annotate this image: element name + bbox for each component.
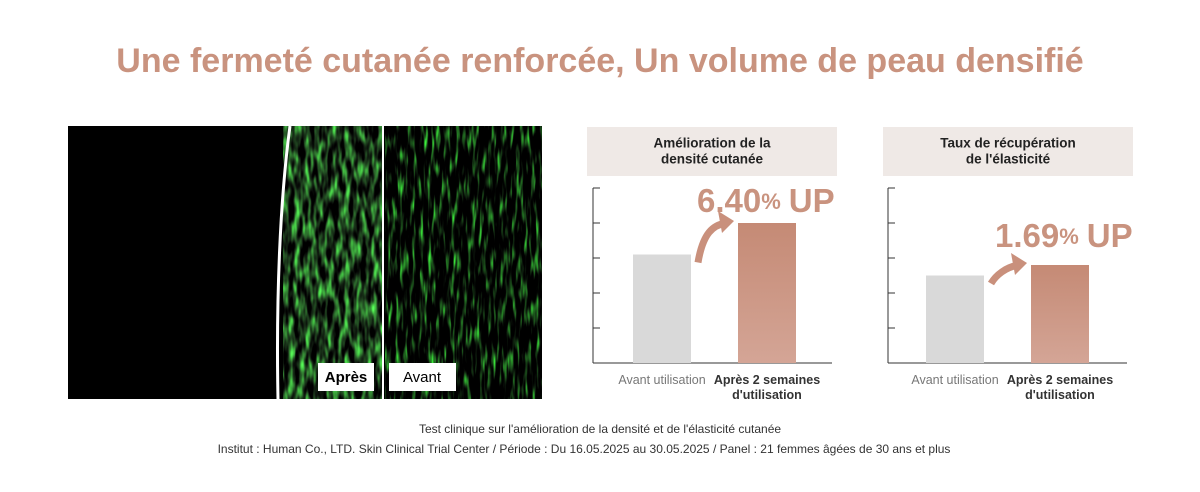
bar xyxy=(738,223,796,363)
annotation-unit: % xyxy=(761,189,781,214)
footnote: Test clinique sur l'amélioration de la d… xyxy=(419,422,781,436)
page-title: Une fermeté cutanée renforcée, Un volume… xyxy=(116,42,1083,80)
category-label: Avant utilisation xyxy=(911,373,999,387)
annotation: 1.69% UP xyxy=(995,217,1133,254)
scan-image: Après Avant xyxy=(68,125,542,400)
panel-header xyxy=(587,127,837,176)
panel-header xyxy=(883,127,1133,176)
bar xyxy=(633,254,691,363)
annotation-value: 6.40 xyxy=(697,182,761,219)
annotation-unit: % xyxy=(1059,224,1079,249)
image-label: Après xyxy=(325,369,368,386)
annotation-value: 1.69 xyxy=(995,217,1059,254)
annotation-suffix: UP xyxy=(1087,217,1133,254)
arrow-head xyxy=(1011,253,1027,275)
chart-title: densité cutanée xyxy=(661,152,764,167)
annotation: 6.40% UP xyxy=(697,182,835,219)
category-label: Avant utilisation xyxy=(618,373,706,387)
annotation-suffix: UP xyxy=(789,182,835,219)
category-label: Après 2 semaines d'utilisation xyxy=(713,373,821,402)
bar xyxy=(1031,265,1089,363)
arrow-head xyxy=(718,211,734,233)
chart-title: Taux de récupération xyxy=(940,136,1076,151)
bar xyxy=(926,275,984,363)
category-label: Après 2 semaines d'utilisation xyxy=(1006,373,1114,402)
chart-title: de l'élasticité xyxy=(966,152,1051,167)
image-label: Avant xyxy=(403,369,442,386)
chart-title: Amélioration de la xyxy=(653,136,771,151)
footnote: Institut : Human Co., LTD. Skin Clinical… xyxy=(218,442,951,456)
